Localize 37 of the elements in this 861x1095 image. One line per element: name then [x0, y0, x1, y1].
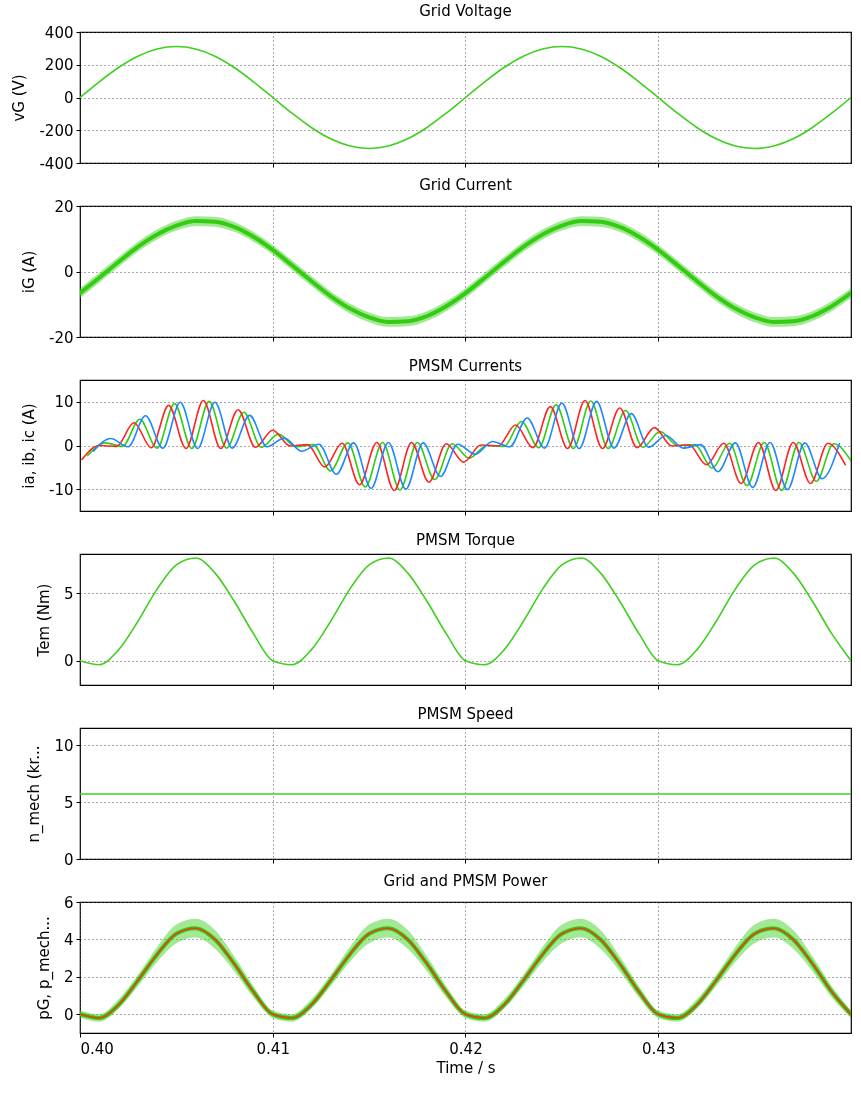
y-tick-label: 2 [63, 968, 74, 987]
y-axis-title: ia, ib, ic (A) [20, 403, 38, 489]
chart-title: Grid Voltage [419, 2, 512, 20]
y-tick-label: 0 [63, 1005, 74, 1024]
y-tick-label: 0 [63, 437, 74, 455]
y-tick-label: 0 [63, 89, 74, 107]
chart-title: Grid and PMSM Power [383, 872, 549, 890]
y-tick-label: -200 [39, 121, 74, 140]
y-tick-label: 200 [44, 56, 74, 75]
chart-title: PMSM Speed [417, 705, 514, 723]
y-tick-label: 0 [63, 263, 74, 281]
y-tick-label: 5 [63, 793, 74, 812]
y-axis-title: n_mech (kr... [25, 745, 45, 843]
chart-title: PMSM Torque [415, 531, 516, 549]
y-tick-label: 400 [44, 23, 74, 42]
y-tick-label: 20 [54, 197, 74, 216]
y-tick-label: 4 [63, 930, 74, 949]
y-tick-label: 0 [63, 652, 74, 671]
x-tick-label: 0.43 [642, 1039, 676, 1058]
x-tick-label: 0.42 [449, 1039, 483, 1058]
y-tick-label: 10 [54, 736, 74, 755]
y-tick-label: 5 [63, 584, 74, 603]
y-tick-label: 10 [54, 393, 74, 412]
x-tick-label: 0.41 [256, 1039, 290, 1058]
y-tick-label: -400 [39, 154, 74, 173]
x-axis-title: Time / s [435, 1058, 496, 1077]
y-axis-title: Tem (Nm) [34, 583, 53, 658]
x-tick-label: 0.40 [80, 1039, 114, 1058]
chart-title: PMSM Currents [408, 357, 523, 375]
y-tick-label: 6 [63, 893, 74, 912]
y-axis-title: pG, p_mech... [34, 916, 54, 1020]
y-axis-title: iG (A) [20, 250, 38, 294]
y-axis-title: vG (V) [10, 74, 29, 122]
y-tick-label: -10 [49, 480, 74, 499]
y-tick-label: 0 [63, 850, 74, 869]
y-tick-label: -20 [49, 328, 74, 347]
chart-title: Grid Current [419, 176, 512, 194]
